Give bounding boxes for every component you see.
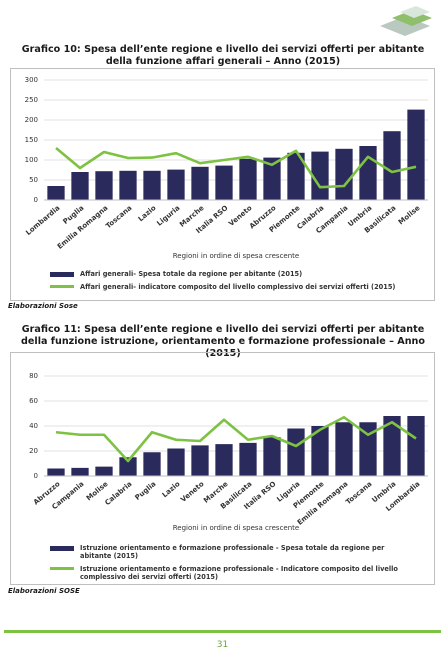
- x-tick-label: Toscana: [104, 204, 133, 230]
- legend-label: Istruzione orientamento e formazione pro…: [80, 565, 398, 581]
- bar: [263, 437, 281, 476]
- x-tick-label: Lazio: [137, 204, 158, 223]
- bar: [71, 467, 89, 476]
- x-tick-label: Lombardia: [24, 204, 61, 237]
- legend-label: Istruzione orientamento e formazione pro…: [80, 544, 385, 560]
- y-tick-label: 300: [25, 76, 38, 84]
- legend-item: Istruzione orientamento e formazione pro…: [50, 544, 410, 560]
- x-axis-label: Regioni in ordine di spesa crescente: [173, 524, 299, 532]
- bar: [143, 170, 161, 200]
- chart-frame: [10, 352, 435, 585]
- bar: [263, 157, 281, 200]
- y-tick-label: 60: [29, 397, 38, 405]
- legend-label: Affari generali- indicatore composito de…: [80, 283, 396, 291]
- y-tick-label: 100: [25, 156, 38, 164]
- bar: [143, 452, 161, 476]
- bar: [287, 428, 305, 476]
- logo: [380, 6, 432, 36]
- bar: [359, 422, 377, 476]
- y-tick-label: 50: [29, 176, 38, 184]
- legend-item: Affari generali- Spesa totale da regione…: [50, 270, 410, 278]
- chart-title: Grafico 11: Spesa dell’ente regione e li…: [21, 324, 425, 359]
- bar: [95, 466, 113, 476]
- bar: [287, 152, 305, 200]
- bar: [71, 172, 89, 200]
- source-note: Elaborazioni SOSE: [8, 587, 80, 595]
- legend-label: Affari generali- Spesa totale da regione…: [80, 270, 303, 278]
- legend: Istruzione orientamento e formazione pro…: [50, 544, 410, 586]
- line: [55, 415, 417, 463]
- y-tick-label: 80: [29, 372, 38, 380]
- bar: [47, 186, 65, 200]
- legend: Affari generali- Spesa totale da regione…: [50, 270, 410, 296]
- footer-rule: [4, 630, 441, 633]
- bar: [191, 166, 209, 200]
- x-axis-label: Regioni in ordine di spesa crescente: [173, 252, 299, 260]
- y-tick-label: 150: [25, 136, 38, 144]
- y-tick-label: 200: [25, 116, 38, 124]
- x-tick-label: Molise: [397, 204, 422, 227]
- chart-title: Grafico 10: Spesa dell’ente regione e li…: [21, 44, 425, 67]
- bar: [191, 445, 209, 476]
- line: [55, 147, 417, 189]
- legend-item: Istruzione orientamento e formazione pro…: [50, 565, 410, 581]
- bar: [167, 448, 185, 476]
- x-tick-label: Puglia: [134, 480, 158, 502]
- x-tick-label: Veneto: [179, 480, 205, 504]
- bar: [383, 416, 401, 476]
- bar: [239, 442, 257, 476]
- source-note: Elaborazioni Sose: [8, 302, 78, 310]
- y-tick-label: 250: [25, 96, 38, 104]
- bar: [383, 131, 401, 200]
- legend-swatch: [50, 546, 74, 551]
- legend-item: Affari generali- indicatore composito de…: [50, 283, 410, 291]
- bar: [335, 422, 353, 476]
- bar: [47, 468, 65, 476]
- y-tick-label: 20: [29, 447, 38, 455]
- legend-swatch: [50, 285, 74, 288]
- bar: [359, 146, 377, 200]
- bar: [167, 169, 185, 200]
- x-tick-label: Liguria: [155, 204, 181, 228]
- bar: [311, 426, 329, 476]
- bar: [335, 148, 353, 200]
- legend-swatch: [50, 272, 74, 277]
- x-tick-label: Calabria: [103, 480, 133, 507]
- y-tick-label: 40: [29, 422, 38, 430]
- bar: [95, 171, 113, 200]
- y-tick-label: 0: [34, 196, 38, 204]
- bar: [215, 444, 233, 476]
- bar: [119, 457, 137, 476]
- bar: [407, 416, 425, 476]
- x-tick-label: Lazio: [161, 480, 182, 499]
- page-number: 31: [216, 640, 229, 650]
- x-tick-label: Toscana: [344, 480, 373, 506]
- bar: [407, 109, 425, 200]
- bar: [215, 165, 233, 200]
- chart-frame: [10, 68, 435, 301]
- bar: [119, 170, 137, 200]
- bar: [239, 158, 257, 200]
- legend-swatch: [50, 567, 74, 570]
- y-tick-label: 0: [34, 472, 38, 480]
